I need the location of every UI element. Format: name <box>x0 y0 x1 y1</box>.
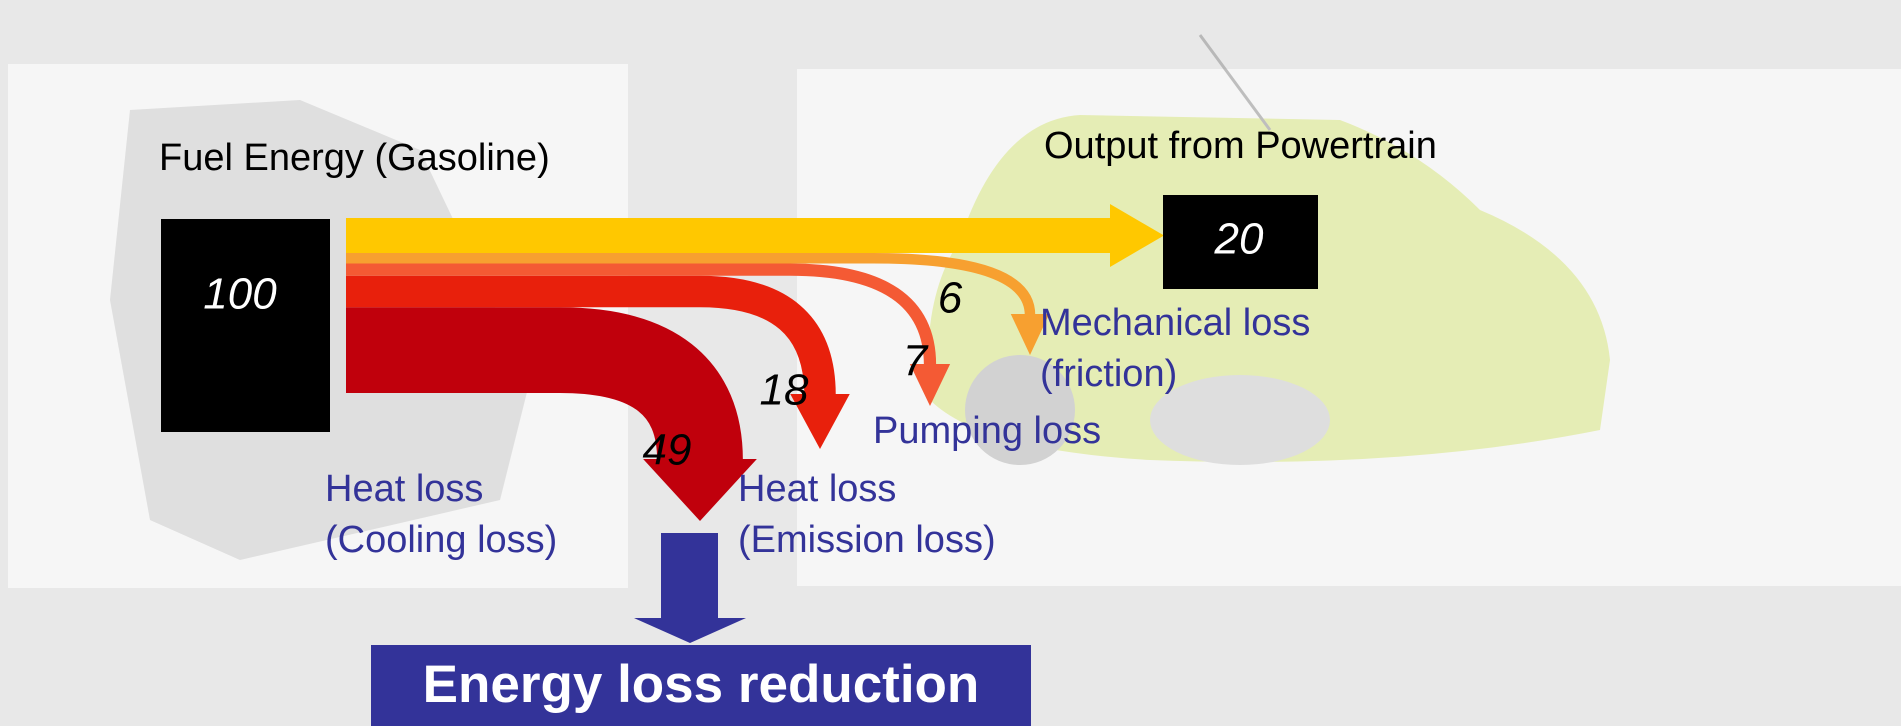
input-box <box>161 219 330 432</box>
flow-label: Heat loss <box>738 468 896 510</box>
input-label: Fuel Energy (Gasoline) <box>159 137 550 179</box>
flow-label: (friction) <box>1040 353 1177 395</box>
output-label: Output from Powertrain <box>1044 125 1437 167</box>
diagram: 100 Fuel Energy (Gasoline) 20 Output fro… <box>0 0 1901 726</box>
input-value: 100 <box>203 270 277 319</box>
flow-value: 49 <box>643 426 692 475</box>
flow-label: (Cooling loss) <box>325 519 557 561</box>
callout-text: Energy loss reduction <box>423 655 980 714</box>
page: 100 Fuel Energy (Gasoline) 20 Output fro… <box>0 0 1901 726</box>
flow-label: Pumping loss <box>873 410 1101 452</box>
output-value: 20 <box>1214 215 1264 264</box>
flow-value: 18 <box>760 366 809 415</box>
flow-label: Mechanical loss <box>1040 302 1310 344</box>
flow-value: 7 <box>903 337 929 386</box>
flow-label: Heat loss <box>325 468 483 510</box>
flow-value: 6 <box>938 274 963 323</box>
flow-label: (Emission loss) <box>738 519 996 561</box>
